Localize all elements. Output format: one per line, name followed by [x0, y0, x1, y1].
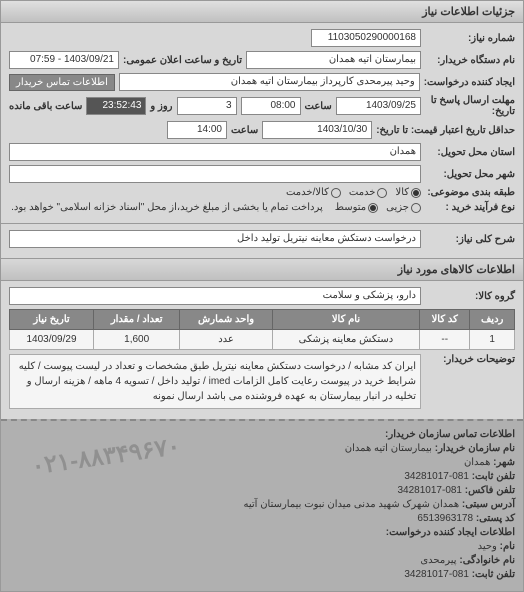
table-header: نام کالا — [272, 310, 419, 330]
radio-khadamat[interactable] — [377, 188, 387, 198]
creator-tel-value: 081-34281017 — [404, 569, 469, 580]
radio-jozi[interactable] — [411, 203, 421, 213]
creator-family-value: پیرمحدی — [420, 555, 456, 566]
contact-city-label: شهر: — [493, 457, 515, 468]
table-cell: 1,600 — [94, 330, 180, 350]
goods-table: ردیفکد کالانام کالاواحد شمارشتعداد / مقد… — [9, 309, 515, 350]
creator-label: ایجاد کننده درخواست: — [424, 77, 515, 88]
creator-family-label: نام خانوادگی: — [459, 555, 515, 566]
creator-field: وحید پیرمحدی کارپرداز بیمارستان اتیه همد… — [119, 73, 420, 91]
contact-post-value: 6513963178 — [417, 513, 473, 524]
province-label: استان محل تحویل: — [425, 147, 515, 158]
creator-tel-label: تلفن ثابت: — [472, 569, 515, 580]
panel-title: جزئیات اطلاعات نیاز — [1, 1, 523, 23]
note-label: توضیحات خریدار: — [425, 354, 515, 365]
group-label: گروه کالا: — [425, 291, 515, 302]
buyer-note: ایران کد مشابه / درخواست دستکش معاینه نی… — [9, 354, 421, 409]
creator-section-title: اطلاعات ایجاد کننده درخواست: — [9, 527, 515, 538]
niaz-title-label: شرح کلی نیاز: — [425, 234, 515, 245]
city-field — [9, 165, 421, 183]
contact-fax-label: تلفن فاکس: — [465, 485, 515, 496]
goods-section-title: اطلاعات کالاهای مورد نیاز — [1, 258, 523, 281]
contact-addr-value: همدان شهرک شهید مدنی میدان نبوت بیمارستا… — [243, 499, 459, 510]
table-header: کد کالا — [420, 310, 470, 330]
time-label-2: ساعت — [231, 125, 258, 136]
announce-label: تاریخ و ساعت اعلان عمومی: — [123, 55, 242, 66]
radio-kala[interactable] — [411, 188, 421, 198]
radio-jozi-label: جزیی — [386, 202, 409, 213]
contact-addr-label: آدرس سبتی: — [462, 499, 515, 510]
category-label: طبقه بندی موضوعی: — [425, 187, 515, 198]
device-label: نام دستگاه خریدار: — [425, 55, 515, 66]
contact-fax-value: 081-34281017 — [397, 485, 462, 496]
days-label: روز و — [150, 101, 172, 112]
contact-post-label: کد پستی: — [476, 513, 515, 524]
remain-label: ساعت باقی مانده — [9, 101, 82, 112]
radio-both-label: کالا/خدمت — [286, 187, 329, 198]
announce-field: 1403/09/21 - 07:59 — [9, 51, 119, 69]
table-header: تاریخ نیاز — [10, 310, 94, 330]
city-label: شهر محل تحویل: — [425, 169, 515, 180]
contact-tel-label: تلفن ثابت: — [472, 471, 515, 482]
validity-time: 14:00 — [167, 121, 227, 139]
validity-date: 1403/10/30 — [262, 121, 372, 139]
table-header: واحد شمارش — [180, 310, 273, 330]
table-cell: 1 — [470, 330, 515, 350]
contact-tel-value: 081-34281017 — [404, 471, 469, 482]
table-cell: -- — [420, 330, 470, 350]
process-radio-group: جزیی متوسط — [335, 202, 421, 213]
table-header: ردیف — [470, 310, 515, 330]
radio-motavasset-label: متوسط — [335, 202, 366, 213]
radio-motavasset[interactable] — [368, 203, 378, 213]
validity-label: حداقل تاریخ اعتبار قیمت: تا تاریخ: — [376, 125, 515, 136]
deadline-date: 1403/09/25 — [336, 97, 421, 115]
org-label: نام سازمان خریدار: — [435, 443, 515, 454]
time-label-1: ساعت — [305, 101, 332, 112]
niaz-no-field: 1103050290000168 — [311, 29, 421, 47]
contact-city-value: همدان — [464, 457, 490, 468]
creator-name-label: نام: — [500, 541, 515, 552]
contact-section-title: اطلاعات تماس سازمان خریدار: — [9, 429, 515, 440]
process-note: پرداخت تمام یا بخشی از مبلغ خرید،از محل … — [11, 202, 323, 213]
remain-time: 23:52:43 — [86, 97, 146, 115]
table-header: تعداد / مقدار — [94, 310, 180, 330]
province-field: همدان — [9, 143, 421, 161]
niaz-title-field: درخواست دستکش معاینه نیتریل تولید داخل — [9, 230, 421, 248]
table-cell: عدد — [180, 330, 273, 350]
table-cell: 1403/09/29 — [10, 330, 94, 350]
category-radio-group: کالا خدمت کالا/خدمت — [286, 187, 421, 198]
group-field: دارو، پزشکی و سلامت — [9, 287, 421, 305]
org-value: بیمارستان اتیه همدان — [345, 443, 432, 454]
radio-both[interactable] — [331, 188, 341, 198]
creator-name-value: وحید — [478, 541, 497, 552]
contact-button[interactable]: اطلاعات تماس خریدار — [9, 74, 115, 91]
table-row: 1--دستکش معاینه پزشکیعدد1,6001403/09/29 — [10, 330, 515, 350]
niaz-no-label: شماره نیاز: — [425, 33, 515, 44]
deadline-label: مهلت ارسال پاسخ تا تاریخ: — [425, 95, 515, 117]
radio-kala-label: کالا — [395, 187, 409, 198]
days-field: 3 — [177, 97, 237, 115]
radio-khadamat-label: خدمت — [349, 187, 376, 198]
process-label: نوع فرآیند خرید : — [425, 202, 515, 213]
table-cell: دستکش معاینه پزشکی — [272, 330, 419, 350]
device-field: بیمارستان اتیه همدان — [246, 51, 421, 69]
deadline-time: 08:00 — [241, 97, 301, 115]
